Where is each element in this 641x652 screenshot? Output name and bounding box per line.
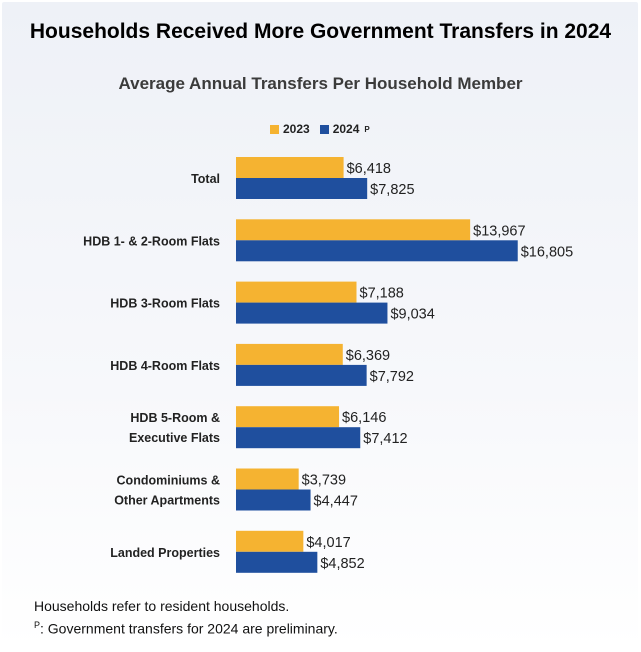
category-label-hdb-1-2-room-flats: HDB 1- & 2-Room Flats — [83, 234, 220, 248]
footnote-preliminary: P: Government transfers for 2024 are pre… — [34, 620, 338, 637]
bar-2023-hdb-5-room-executive-flats — [236, 406, 340, 428]
bar-2024-condominiums-other-apartments — [236, 489, 311, 511]
value-label-2024-hdb-3-room-flats: $9,034 — [390, 307, 434, 323]
legend-label-2023: 2023 — [283, 122, 310, 136]
bar-2024-hdb-3-room-flats — [236, 302, 388, 324]
bar-2024-total — [236, 178, 368, 199]
category-label-line: Total — [191, 172, 220, 186]
category-label-hdb-4-room-flats: HDB 4-Room Flats — [110, 359, 220, 373]
category-label-total: Total — [191, 172, 220, 186]
bar-2023-hdb-3-room-flats — [236, 281, 357, 303]
category-label-landed-properties: Landed Properties — [110, 546, 220, 560]
bar-2023-condominiums-other-apartments — [236, 468, 299, 490]
category-label-line: Landed Properties — [110, 546, 220, 560]
chart-title: Households Received More Government Tran… — [29, 20, 612, 43]
legend-label-2024: 2024 — [332, 122, 360, 136]
value-label-2024-condominiums-other-apartments: $4,447 — [314, 494, 358, 510]
bar-2024-hdb-5-room-executive-flats — [236, 427, 361, 449]
bar-2023-hdb-1-2-room-flats — [236, 219, 471, 241]
value-label-2023-total: $6,418 — [347, 161, 391, 177]
category-label-hdb-3-room-flats: HDB 3-Room Flats — [110, 297, 220, 311]
category-label-line: HDB 4-Room Flats — [110, 359, 220, 373]
category-label-line: HDB 1- & 2-Room Flats — [83, 234, 220, 248]
category-label-condominiums-other-apartments: Condominiums & Other Apartments — [114, 474, 220, 508]
category-label-line: Executive Flats — [129, 431, 220, 445]
footnote-households: Households refer to resident households. — [34, 598, 290, 614]
value-label-2024-hdb-1-2-room-flats: $16,805 — [521, 244, 573, 260]
chart-subtitle: Average Annual Transfers Per Household M… — [118, 74, 523, 93]
footnote-preliminary-text: : Government transfers for 2024 are prel… — [40, 620, 338, 637]
legend-swatch-2024 — [319, 124, 329, 134]
value-label-2024-landed-properties: $4,852 — [320, 556, 364, 572]
bar-2024-hdb-1-2-room-flats — [236, 240, 518, 262]
category-label-line: Condominiums & — [117, 474, 220, 488]
bar-2024-hdb-4-room-flats — [236, 364, 367, 386]
category-label-line: HDB 5-Room & — [130, 411, 220, 425]
value-label-2023-landed-properties: $4,017 — [306, 535, 350, 551]
legend: 2023 2024 P — [270, 120, 370, 138]
bar-2023-total — [236, 157, 344, 178]
legend-superscript-preliminary: P — [364, 124, 370, 134]
value-label-2023-condominiums-other-apartments: $3,739 — [302, 473, 346, 489]
value-label-2024-hdb-5-room-executive-flats: $7,412 — [363, 431, 407, 447]
value-label-2023-hdb-5-room-executive-flats: $6,146 — [342, 410, 386, 426]
category-label-hdb-5-room-executive-flats: HDB 5-Room & Executive Flats — [129, 411, 220, 445]
legend-swatch-2023 — [270, 124, 279, 134]
value-label-2024-total: $7,825 — [370, 182, 414, 198]
bar-2023-landed-properties — [236, 530, 304, 552]
bar-2024-landed-properties — [236, 551, 318, 573]
category-label-line: Other Apartments — [114, 494, 220, 508]
value-label-2023-hdb-4-room-flats: $6,369 — [346, 348, 390, 364]
value-label-2024-hdb-4-room-flats: $7,792 — [370, 369, 414, 385]
legend-item-2024: 2024 P — [319, 122, 370, 136]
category-label-line: HDB 3-Room Flats — [110, 297, 220, 311]
legend-item-2023: 2023 — [270, 122, 310, 136]
value-label-2023-hdb-1-2-room-flats: $13,967 — [473, 223, 525, 239]
value-label-2023-hdb-3-room-flats: $7,188 — [360, 286, 404, 302]
bar-2023-hdb-4-room-flats — [236, 343, 343, 365]
footnote-superscript: P — [34, 620, 41, 630]
